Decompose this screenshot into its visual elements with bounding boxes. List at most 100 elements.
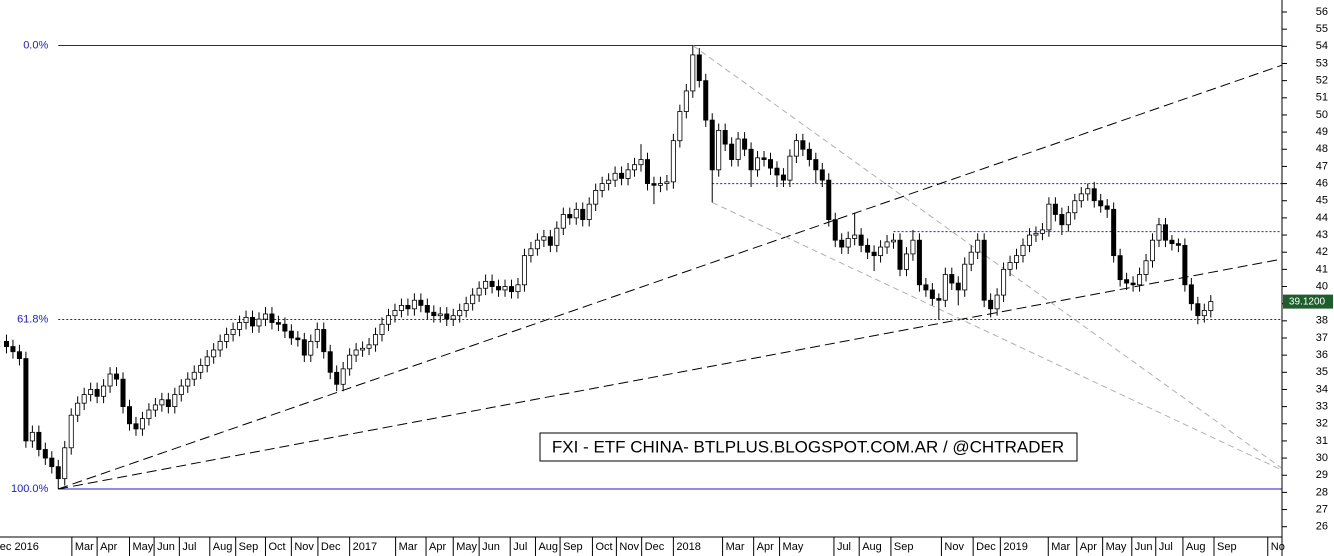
candle-body xyxy=(237,322,243,330)
x-tick-label: Oct xyxy=(268,541,285,553)
candle-body xyxy=(159,399,165,406)
candle-body xyxy=(1020,244,1026,257)
y-tick-label: 49 xyxy=(1316,126,1328,138)
candle-body xyxy=(327,351,333,373)
candle-body xyxy=(780,174,786,181)
x-tick-label: Sep xyxy=(239,541,259,553)
candle-body xyxy=(483,280,489,289)
candle-body xyxy=(942,274,948,301)
candle-body xyxy=(1052,203,1058,215)
candle-body xyxy=(632,164,638,171)
candle-body xyxy=(891,239,897,243)
candle-body xyxy=(787,155,793,181)
candle-body xyxy=(418,299,424,306)
y-tick-label: 56 xyxy=(1316,6,1328,18)
candle-body xyxy=(321,329,327,353)
x-tick-label: Jul xyxy=(837,541,851,553)
x-tick-label: Mar xyxy=(399,541,418,553)
y-tick-label: 31 xyxy=(1316,435,1328,447)
candle-body xyxy=(916,239,922,286)
candle-body xyxy=(107,373,113,387)
candle-body xyxy=(23,358,29,442)
candle-body xyxy=(29,431,35,442)
candle-body xyxy=(411,299,417,310)
candle-body xyxy=(165,399,171,408)
candle-body xyxy=(172,394,178,408)
candle-body xyxy=(709,119,715,171)
candle-body xyxy=(696,54,702,82)
candle-body xyxy=(314,329,320,342)
candle-body xyxy=(360,347,366,351)
candle-body xyxy=(742,138,748,150)
candle-body xyxy=(55,466,61,480)
candle-body xyxy=(275,322,281,325)
candle-body xyxy=(968,251,974,265)
candle-body xyxy=(269,313,275,323)
x-tick-label: 2019 xyxy=(1003,541,1027,553)
trendline xyxy=(58,64,1283,490)
candle-body xyxy=(256,318,262,327)
candle-body xyxy=(703,80,709,121)
candle-body xyxy=(1150,239,1156,262)
candle-body xyxy=(224,334,230,342)
x-tick-label: Mar xyxy=(1051,541,1070,553)
candle-body xyxy=(405,304,411,310)
x-tick-label: Nov xyxy=(944,541,964,553)
candle-body xyxy=(755,157,761,171)
candle-body xyxy=(1065,212,1071,226)
candle-body xyxy=(547,236,553,246)
y-tick-label: 26 xyxy=(1316,521,1328,533)
candle-body xyxy=(101,385,107,397)
candle-body xyxy=(262,313,268,320)
candle-body xyxy=(49,457,55,468)
x-tick-label: May xyxy=(783,541,804,553)
candle-body xyxy=(865,244,871,253)
candle-body xyxy=(580,208,586,221)
x-tick-label: Jun xyxy=(157,541,175,553)
x-tick-label: May xyxy=(1106,541,1127,553)
candle-body xyxy=(424,304,430,313)
x-tick-label: Nov xyxy=(294,541,314,553)
candle-body xyxy=(878,246,884,257)
y-tick-label: 53 xyxy=(1316,57,1328,69)
candle-body xyxy=(1162,224,1168,241)
candle-body xyxy=(858,234,864,246)
candle-body xyxy=(625,169,631,179)
last-price-box xyxy=(1283,294,1333,309)
candle-body xyxy=(42,449,48,459)
candle-body xyxy=(1175,243,1181,246)
candle-body xyxy=(334,371,340,385)
candle-body xyxy=(560,214,566,229)
y-tick-label: 37 xyxy=(1316,332,1328,344)
y-tick-label: 35 xyxy=(1316,366,1328,378)
candle-body xyxy=(1111,208,1117,257)
candle-body xyxy=(437,313,443,317)
candle-body xyxy=(450,315,456,320)
y-tick-label: 45 xyxy=(1316,195,1328,207)
candle-body xyxy=(657,183,663,186)
y-tick-label: 29 xyxy=(1316,469,1328,481)
candle-body xyxy=(897,239,903,270)
candle-body xyxy=(1014,255,1020,263)
trendline xyxy=(692,45,1283,469)
x-tick-label: Aug xyxy=(538,541,558,553)
candle-body xyxy=(1039,229,1045,234)
candle-body xyxy=(735,138,741,160)
candle-body xyxy=(463,303,469,311)
y-tick-label: 33 xyxy=(1316,401,1328,413)
candle-body xyxy=(664,181,670,184)
annotation: FXI - ETF CHINA- BTLPLUS.BLOGSPOT.COM.AR… xyxy=(539,432,1078,462)
x-tick-label: Sep xyxy=(563,541,583,553)
x-tick-label: Dec xyxy=(976,541,996,553)
candle-body xyxy=(528,248,534,257)
candle-body xyxy=(94,389,100,397)
candle-body xyxy=(1195,303,1201,317)
candle-body xyxy=(139,418,145,430)
y-tick-label: 54 xyxy=(1316,40,1328,52)
fib-label: 61.8% xyxy=(17,313,48,325)
x-tick-label: Jul xyxy=(1159,541,1173,553)
candle-body xyxy=(340,368,346,385)
candle-body xyxy=(988,299,994,310)
candle-body xyxy=(554,227,560,246)
